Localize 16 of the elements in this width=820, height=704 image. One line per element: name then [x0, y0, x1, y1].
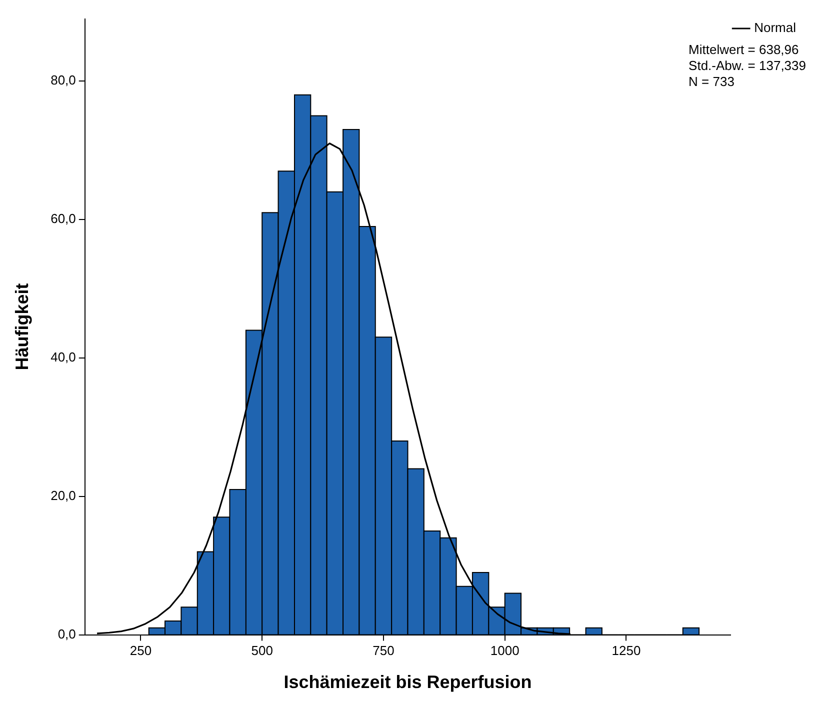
y-axis-title: Häufigkeit	[12, 283, 32, 370]
y-tick-label: 0,0	[58, 626, 76, 642]
y-tick-label: 20,0	[50, 488, 76, 503]
annotation: N = 733	[688, 74, 736, 90]
x-tick-label: 500	[251, 643, 273, 658]
x-axis-title: Ischämiezeit bis Reperfusion	[284, 672, 532, 692]
x-tick-label: 250	[130, 643, 152, 658]
annotation: Mittelwert = 638,96	[688, 42, 800, 58]
legend-label: Normal	[754, 20, 796, 36]
x-tick-label: 1000	[490, 643, 520, 658]
y-tick-label: 40,0	[50, 350, 76, 365]
x-tick-label: 1250	[612, 643, 641, 658]
y-tick-label: 60,0	[50, 211, 76, 226]
annotation: Std.-Abw. = 137,339	[688, 58, 806, 74]
y-tick-label: 80,0	[50, 72, 76, 88]
x-tick-label: 750	[372, 643, 394, 658]
